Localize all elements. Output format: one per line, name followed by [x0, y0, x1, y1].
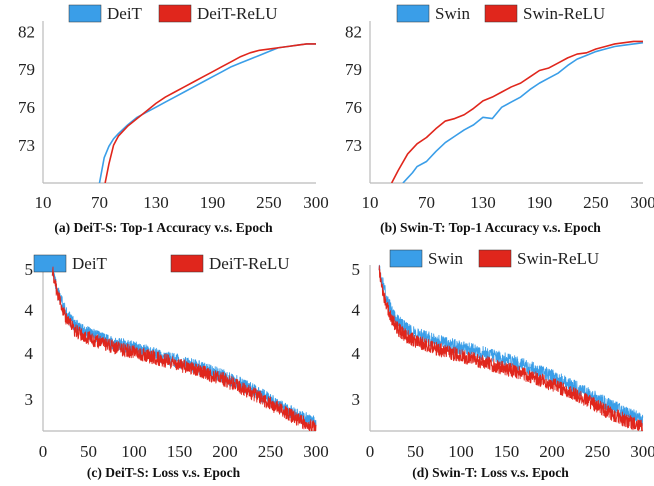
y-tick-label: 82 — [345, 22, 362, 41]
y-tick-label: 4 — [25, 344, 34, 363]
x-tick-label: 300 — [630, 442, 654, 461]
x-tick-label: 250 — [256, 193, 282, 212]
y-tick-label: 5 — [352, 260, 361, 279]
x-tick-label: 250 — [585, 442, 611, 461]
legend-label: Swin — [428, 249, 463, 268]
chart-panel-a: 10 70 130 190 250 300 73 76 79 82 DeiT DeiT-ReLU (a… — [0, 0, 329, 235]
legend-label: DeiT — [72, 254, 108, 273]
x-tick-label: 0 — [39, 442, 48, 461]
x-tick-label: 150 — [167, 442, 193, 461]
legend-label: DeiT — [107, 4, 143, 23]
legend-swatch — [170, 254, 204, 273]
legend-swatch — [478, 249, 512, 268]
legend-swatch — [158, 4, 192, 23]
chart-d-caption: (d) Swin-T: Loss v.s. Epoch — [412, 465, 569, 480]
legend-label: DeiT-ReLU — [209, 254, 290, 273]
y-tick-label: 5 — [25, 260, 34, 279]
x-tick-label: 190 — [527, 193, 553, 212]
chart-b-svg: 10 70 130 190 250 300 73 76 79 82 Swin Swin-ReLU — [345, 4, 654, 212]
chart-a-svg: 10 70 130 190 250 300 73 76 79 82 DeiT DeiT-ReLU — [18, 4, 329, 212]
y-tick-label: 79 — [345, 60, 362, 79]
series-line-swin — [402, 41, 644, 183]
x-tick-label: 70 — [418, 193, 435, 212]
x-tick-label: 0 — [366, 442, 375, 461]
x-tick-label: 200 — [539, 442, 565, 461]
x-tick-label: 10 — [362, 193, 379, 212]
chart-c-caption: (c) DeiT-S: Loss v.s. Epoch — [86, 465, 241, 480]
y-tick-label: 82 — [18, 22, 35, 41]
series-line-swin-relu — [378, 265, 644, 431]
chart-b-caption: (b) Swin-T: Top-1 Accuracy v.s. Epoch — [380, 220, 601, 235]
y-tick-label: 4 — [352, 344, 361, 363]
x-tick-label: 250 — [258, 442, 284, 461]
x-tick-label: 130 — [470, 193, 496, 212]
y-tick-label: 73 — [18, 136, 35, 155]
legend-label: Swin-ReLU — [517, 249, 599, 268]
y-tick-label: 3 — [25, 390, 34, 409]
x-tick-label: 70 — [91, 193, 108, 212]
y-tick-label: 73 — [345, 136, 362, 155]
x-tick-label: 300 — [303, 442, 329, 461]
legend-swatch — [68, 4, 102, 23]
series-line-deit-relu — [104, 43, 316, 183]
chart-d-svg: 0 50 100 150 200 250 300 3 4 4 5 Swin Swin-ReLU — [352, 249, 654, 461]
series-line-deit-relu — [51, 266, 317, 431]
chart-panel-b: 10 70 130 190 250 300 73 76 79 82 Swin Swin-ReLU (b… — [327, 0, 654, 235]
legend-label: Swin — [435, 4, 470, 23]
chart-panel-c: 0 50 100 150 200 250 300 3 4 4 5 DeiT DeiT-ReLU (c) … — [0, 243, 329, 480]
x-tick-label: 130 — [143, 193, 169, 212]
legend-swatch — [396, 4, 430, 23]
chart-c-svg: 0 50 100 150 200 250 300 3 4 4 5 DeiT DeiT-ReLU — [25, 254, 329, 461]
x-tick-label: 50 — [407, 442, 424, 461]
y-tick-label: 3 — [352, 390, 361, 409]
x-tick-label: 10 — [35, 193, 52, 212]
x-tick-label: 300 — [630, 193, 654, 212]
y-tick-label: 76 — [18, 98, 35, 117]
series-line-deit — [98, 43, 316, 183]
legend-label: DeiT-ReLU — [197, 4, 278, 23]
x-tick-label: 150 — [494, 442, 520, 461]
series-line-swin-relu — [390, 40, 643, 183]
legend-swatch — [484, 4, 518, 23]
x-tick-label: 100 — [121, 442, 147, 461]
chart-panel-d: 0 50 100 150 200 250 300 3 4 4 5 Swin Swin-ReLU (d) … — [327, 243, 654, 480]
y-tick-label: 4 — [352, 301, 361, 320]
x-tick-label: 50 — [80, 442, 97, 461]
chart-a-caption: (a) DeiT-S: Top-1 Accuracy v.s. Epoch — [54, 220, 273, 235]
legend-swatch — [389, 249, 423, 268]
x-tick-label: 300 — [303, 193, 329, 212]
legend-label: Swin-ReLU — [523, 4, 605, 23]
y-tick-label: 76 — [345, 98, 362, 117]
x-tick-label: 100 — [448, 442, 474, 461]
legend-swatch — [33, 254, 67, 273]
x-tick-label: 200 — [212, 442, 238, 461]
y-tick-label: 79 — [18, 60, 35, 79]
x-tick-label: 250 — [583, 193, 609, 212]
x-tick-label: 190 — [200, 193, 226, 212]
series-line-swin — [378, 264, 644, 426]
y-tick-label: 4 — [25, 301, 34, 320]
